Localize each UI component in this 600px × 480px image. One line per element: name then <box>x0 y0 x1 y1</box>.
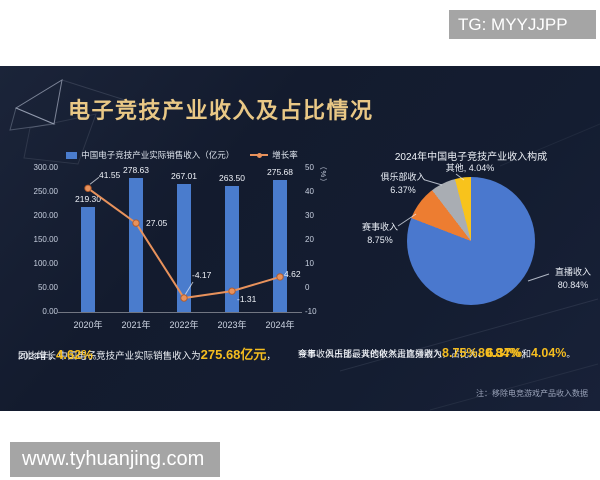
pie-slice-name: 俱乐部收入 <box>380 172 426 182</box>
summary-text: 今年收入占比最大的依然是直播收入，占比为 <box>298 349 479 359</box>
y-axis-right-unit-label: （%） <box>319 162 328 187</box>
bar-value-label: 278.63 <box>123 165 149 176</box>
line-value-label: 27.05 <box>146 218 168 229</box>
y-axis-left-tick: 150.00 <box>33 235 58 244</box>
y-axis-right-tick: 20 <box>305 235 314 244</box>
pie-slice-label: 俱乐部收入 6.37% <box>374 171 432 197</box>
y-axis-right-tick: 0 <box>305 283 310 292</box>
combo-chart-legend: 中国电子竞技产业实际销售收入（亿元） 增长率 <box>60 149 304 161</box>
pie-slice-percent: 80.84% <box>557 280 589 290</box>
pie-chart <box>407 177 535 305</box>
summary-text: 2024年，中国电子竞技产业实际销售收入为 <box>18 351 201 362</box>
line-series-marker-icon <box>250 152 269 158</box>
highlight-event-share: 8.75% <box>442 346 478 360</box>
revenue-bar <box>177 183 191 312</box>
y-axis-left-tick: 300.00 <box>33 163 58 172</box>
pie-slice-label: 赛事收入 8.75% <box>352 221 408 247</box>
pie-chart-labels: 直播收入 80.84% 赛事收入 8.75% 俱乐部收入 6.37% 其他, 4.04% <box>0 66 600 411</box>
y-axis-right-tick: 50 <box>305 163 314 172</box>
x-axis-tick-label: 2023年 <box>217 320 247 330</box>
revenue-bar <box>129 178 143 312</box>
pie-slice-name: 直播收入 <box>554 267 591 277</box>
x-axis-tick-label: 2020年 <box>73 320 103 330</box>
highlight-live-share: 80.84% <box>478 346 521 360</box>
pie-slice-label: 直播收入 80.84% <box>544 266 600 292</box>
bar-series-swatch-icon <box>66 151 78 159</box>
summary-text: 、 <box>477 349 487 359</box>
summary-text: ， <box>266 351 276 362</box>
legend-label-revenue: 中国电子竞技产业实际销售收入（亿元） <box>81 150 235 160</box>
y-axis-left-tick: 200.00 <box>33 211 58 220</box>
pie-slice-percent: 6.37% <box>390 185 416 195</box>
summary-right-line-1: 今年收入占比最大的依然是直播收入，占比为80.84%； <box>298 343 529 365</box>
line-value-label: 41.55 <box>99 170 121 181</box>
summary-text: 和 <box>521 349 531 359</box>
summary-right-line-2: 赛事、俱乐部、其他收入占比分别为8.75%、6.37%和4.04%。 <box>298 343 575 365</box>
watermark-website-badge: www.tyhuanjing.com <box>10 442 220 477</box>
x-axis-tick-label: 2021年 <box>121 320 151 330</box>
x-axis-tick-label: 2024年 <box>265 320 295 330</box>
x-axis-tick-label: 2022年 <box>169 320 199 330</box>
summary-text: ； <box>520 349 530 359</box>
y-axis-right-tick: 10 <box>305 259 314 268</box>
summary-text: 同比增长 <box>18 351 57 362</box>
highlight-growth-value: 4.62% <box>56 347 93 362</box>
summary-text: 。 <box>92 351 103 362</box>
summary-text: 赛事、俱乐部、其他收入占比分别为 <box>298 349 443 359</box>
geometric-decoration <box>9 78 600 411</box>
revenue-bar <box>81 206 95 312</box>
infographic-panel: 电子竞技产业收入及占比情况 中国电子竞技产业实际销售收入（亿元） 增长率 300… <box>0 66 600 411</box>
summary-left-line-2: 同比增长4.62%。 <box>18 344 102 367</box>
bar-value-label: 267.01 <box>171 170 197 181</box>
legend-item-revenue: 中国电子竞技产业实际销售收入（亿元） <box>66 149 234 161</box>
watermark-telegram-badge: TG: MYYJJPP <box>449 10 596 39</box>
pie-slice-label: 其他, 4.04% <box>445 163 495 173</box>
revenue-bar <box>225 185 239 312</box>
summary-text: 。 <box>566 349 576 359</box>
y-axis-right-tick: -10 <box>305 307 317 316</box>
growth-line-layer <box>84 176 284 302</box>
combo-chart: 300.00 250.00 200.00 150.00 100.00 50.00 0.00 5… <box>0 66 340 346</box>
pie-chart-title: 2024年中国电子竞技产业收入构成 <box>394 152 548 163</box>
line-value-label: -1.31 <box>237 294 257 305</box>
highlight-other-share: 4.04% <box>530 346 567 360</box>
highlight-revenue-value: 275.68亿元 <box>200 347 267 362</box>
line-value-label: -4.17 <box>192 270 212 280</box>
pie-slice-percent: 8.75% <box>367 235 393 245</box>
page-title: 电子竞技产业收入及占比情况 <box>68 98 374 123</box>
legend-label-growth: 增长率 <box>272 150 298 160</box>
y-axis-left-tick: 100.00 <box>33 259 58 268</box>
highlight-club-share: 6.37% <box>486 346 522 360</box>
bar-value-label: 219.30 <box>75 193 101 204</box>
y-axis-left-tick: 250.00 <box>33 187 58 196</box>
y-axis-left-tick: 50.00 <box>37 283 58 292</box>
footnote: 注：移除电竞游戏产品收入数据 <box>476 389 588 398</box>
bar-value-label: 263.50 <box>219 172 245 183</box>
pie-leader-lines <box>397 173 550 282</box>
line-value-label: 4.62 <box>284 268 301 279</box>
x-axis-line <box>58 312 302 313</box>
legend-item-growth: 增长率 <box>250 149 298 161</box>
y-axis-right-tick: 40 <box>305 187 314 196</box>
pie-slice-name: 赛事收入 <box>361 222 398 232</box>
y-axis-left-tick: 0.00 <box>42 307 58 316</box>
bar-value-label: 275.68 <box>267 166 293 177</box>
y-axis-right-tick: 30 <box>305 211 314 220</box>
summary-left-line-1: 2024年，中国电子竞技产业实际销售收入为275.68亿元， <box>18 344 276 367</box>
